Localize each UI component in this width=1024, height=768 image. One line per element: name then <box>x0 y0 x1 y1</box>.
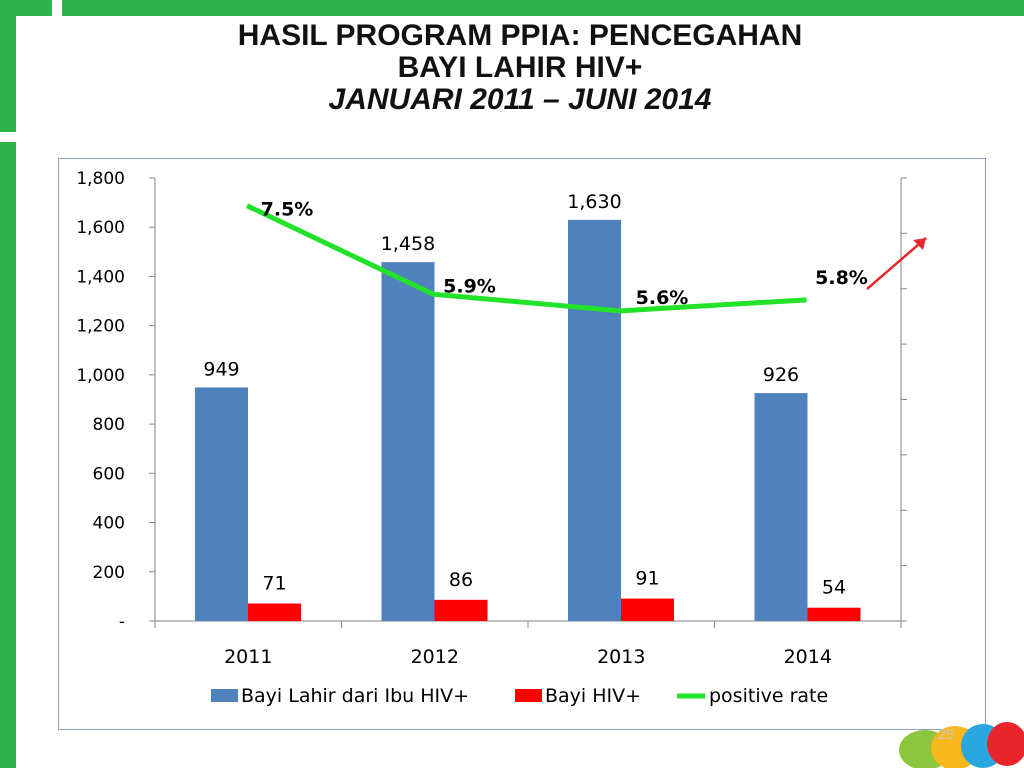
chart: - 200 400 600 800 1,000 1,200 1,400 1,600 1,800 20… <box>76 169 927 707</box>
bar-bayi-lahir <box>568 219 621 621</box>
y-axis-tick-label: 400 <box>93 514 125 534</box>
page-number: 25 <box>938 726 954 742</box>
data-label-bayi-hiv: 91 <box>635 568 659 590</box>
bar-bayi-lahir <box>381 262 435 621</box>
bar-bayi-hiv <box>621 598 674 621</box>
y-axis-tick-label: 1,600 <box>76 218 125 238</box>
legend-label-positive-rate: positive rate <box>709 685 828 707</box>
data-label-positive-rate: 5.8% <box>815 267 868 289</box>
data-label-bayi-hiv: 54 <box>822 577 846 599</box>
legend-label-bayi-hiv: Bayi HIV+ <box>545 685 641 707</box>
bar-bayi-hiv <box>807 607 861 621</box>
x-axis-tick-label: 2012 <box>411 646 459 668</box>
line-positive-rate <box>245 203 807 314</box>
bar-bayi-hiv <box>434 599 488 621</box>
bar-bayi-hiv <box>248 603 301 621</box>
y-axis-tick-label: 1,800 <box>76 169 125 189</box>
y-axis-tick-label: 1,200 <box>76 317 125 337</box>
title-line-1: HASIL PROGRAM PPIA: PENCEGAHAN <box>237 19 803 52</box>
y-axis-tick-label: - <box>119 612 125 632</box>
slide-title: HASIL PROGRAM PPIA: PENCEGAHAN BAYI LAHI… <box>150 20 890 116</box>
data-label-bayi-lahir: 1,458 <box>381 233 435 255</box>
data-label-bayi-lahir: 926 <box>763 364 799 386</box>
slide-frame-top <box>0 0 1024 16</box>
trend-arrow-icon <box>866 237 927 290</box>
y-axis-tick-label: 1,400 <box>76 267 125 287</box>
data-label-bayi-hiv: 86 <box>449 569 473 591</box>
x-axis-tick-label: 2011 <box>224 646 272 668</box>
slide-frame-gap <box>0 132 16 142</box>
data-label-positive-rate: 7.5% <box>261 199 314 221</box>
bar-bayi-lahir <box>195 387 248 621</box>
legend-swatch-bayi-lahir <box>211 689 238 702</box>
title-line-3: JANUARI 2011 – JUNI 2014 <box>328 83 712 116</box>
trend-arrow-head-icon <box>913 238 926 250</box>
bar-bayi-lahir <box>754 393 808 621</box>
y-axis-tick-label: 800 <box>93 415 125 435</box>
data-label-bayi-hiv: 71 <box>262 573 286 595</box>
legend-swatch-bayi-hiv <box>515 689 542 702</box>
legend-label-bayi-lahir: Bayi Lahir dari Ibu HIV+ <box>241 685 469 707</box>
data-label-positive-rate: 5.6% <box>636 287 689 309</box>
slide-frame-left <box>0 0 16 768</box>
x-axis-tick-label: 2014 <box>784 646 832 668</box>
title-line-2: BAYI LAHIR HIV+ <box>397 51 643 84</box>
x-axis-tick-label: 2013 <box>597 646 645 668</box>
y-axis-tick-label: 200 <box>93 563 125 583</box>
y-axis-tick-label: 600 <box>93 464 125 484</box>
data-label-bayi-lahir: 949 <box>203 358 239 380</box>
data-label-positive-rate: 5.9% <box>443 275 496 297</box>
data-label-bayi-lahir: 1,630 <box>567 191 621 213</box>
logo-icon <box>899 722 1024 768</box>
chart-container: - 200 400 600 800 1,000 1,200 1,400 1,600 1,800 20… <box>58 158 986 730</box>
y-axis-tick-label: 1,000 <box>76 366 125 386</box>
